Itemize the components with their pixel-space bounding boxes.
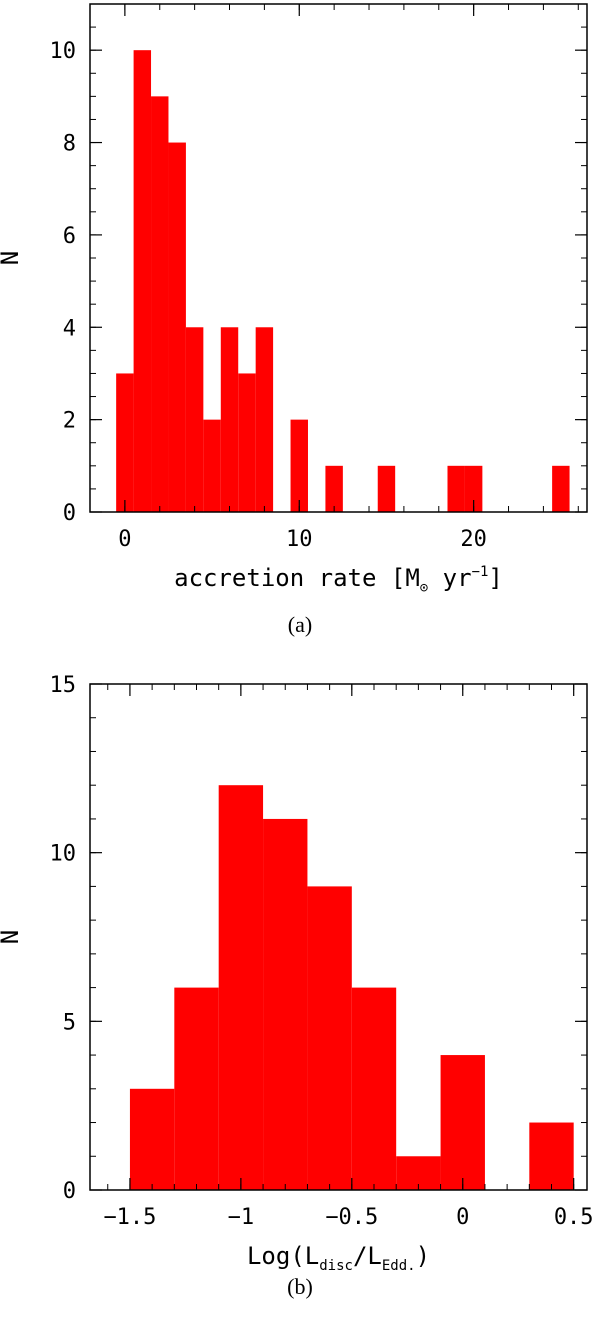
y-tick-label: 10 [50, 39, 77, 64]
y-tick-label: 8 [63, 132, 76, 157]
chart-panel-b: −1.5 −1 −0.5 0 0.5 0 5 10 15 N Log(Ldisc/LEdd.) (b… [0, 670, 600, 1310]
histogram-bar [203, 419, 221, 512]
x-tick-label: −0.5 [325, 1205, 378, 1230]
histogram-eddington-ratio: −1.5 −1 −0.5 0 0.5 0 5 10 15 N Log(Ldisc/LEdd.) [0, 673, 594, 1274]
histogram-bar [351, 987, 397, 1190]
histogram-bar [255, 327, 274, 512]
histogram-bar [377, 465, 396, 512]
histogram-bar [116, 373, 134, 512]
x-tick-label: 20 [460, 527, 487, 552]
y-axis-label: N [0, 930, 24, 944]
plot-frame [89, 683, 588, 1191]
histogram-bar [529, 1122, 574, 1190]
histogram-bar [174, 987, 219, 1190]
histogram-bar [185, 327, 204, 512]
histogram-bar [464, 465, 483, 512]
histogram-bar [263, 818, 308, 1190]
histogram-bar [307, 886, 352, 1190]
histogram-bar [440, 1055, 485, 1190]
histogram-bar [218, 785, 264, 1190]
y-tick-label: 0 [63, 501, 76, 526]
caption-a: (a) [287, 612, 313, 637]
histogram-bar [129, 1088, 175, 1190]
x-tick-label: −1.5 [103, 1205, 156, 1230]
histogram-bar [238, 373, 256, 512]
caption-b: (b) [287, 1274, 313, 1299]
y-tick-label: 10 [50, 842, 77, 867]
histogram-bar [290, 419, 308, 512]
chart-panel-a: 0 10 20 0 2 4 6 8 10 Naccretion rate [M⊙ yr−1] (a… [0, 0, 600, 650]
histogram-bar [325, 465, 343, 512]
y-tick-label: 2 [63, 409, 76, 434]
y-tick-label: 0 [63, 1179, 76, 1204]
x-tick-label: 0 [456, 1205, 469, 1230]
histogram-bar [552, 465, 570, 512]
x-tick-label: 0 [118, 527, 131, 552]
x-tick-label: 10 [286, 527, 313, 552]
y-tick-label: 4 [63, 316, 76, 341]
x-tick-label: 0.5 [554, 1205, 594, 1230]
y-tick-label: 6 [63, 224, 76, 249]
x-tick-label: −1 [228, 1205, 255, 1230]
histogram-bar [133, 50, 152, 512]
histogram-bar [220, 327, 239, 512]
histogram-accretion-rate: 0 10 20 0 2 4 6 8 10 Naccretion rate [M⊙ yr−1] [0, 3, 588, 596]
y-tick-label: 5 [63, 1010, 76, 1035]
y-axis-label: N [0, 251, 24, 265]
x-axis-label: accretion rate [M⊙ yr−1] [174, 564, 503, 596]
x-axis-label: Log(Ldisc/LEdd.) [247, 1242, 430, 1272]
histogram-bar [168, 142, 186, 512]
y-tick-label: 15 [50, 673, 77, 698]
histogram-bar [447, 465, 465, 512]
histogram-bar [151, 96, 169, 512]
